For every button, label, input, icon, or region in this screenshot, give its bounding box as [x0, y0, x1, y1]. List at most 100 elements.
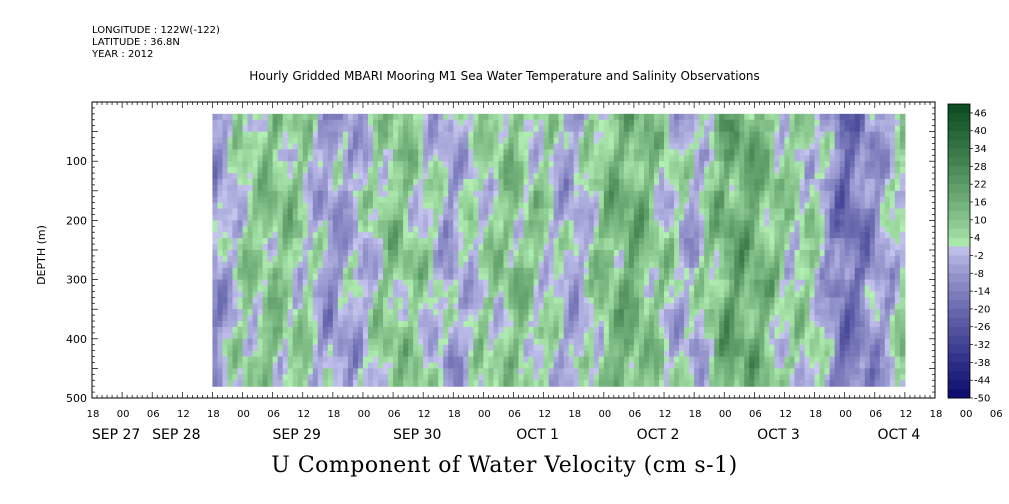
heatmap-cell: [317, 332, 324, 340]
heatmap-cell: [272, 125, 279, 133]
heatmap-cell: [468, 309, 474, 316]
heatmap-cell: [413, 214, 419, 221]
heatmap-cell: [724, 350, 730, 358]
heatmap-cell: [729, 279, 735, 287]
heatmap-cell: [513, 178, 520, 186]
heatmap-cell: [674, 137, 680, 145]
heatmap-cell: [488, 113, 495, 121]
heatmap-cell: [423, 232, 429, 239]
heatmap-cell: [388, 208, 394, 216]
heatmap-cell: [623, 285, 630, 293]
heatmap-cell: [302, 173, 309, 180]
heatmap-cell: [613, 374, 620, 381]
heatmap-cell: [684, 113, 690, 121]
heatmap-cell: [739, 368, 745, 375]
heatmap-cell: [222, 208, 229, 216]
heatmap-cell: [403, 173, 409, 180]
heatmap-cell: [367, 303, 374, 310]
heatmap-cell: [603, 244, 610, 251]
heatmap-cell: [553, 315, 560, 322]
heatmap-cell: [518, 113, 525, 121]
heatmap-cell: [428, 173, 434, 180]
heatmap-cell: [563, 291, 570, 298]
heatmap-cell: [227, 332, 234, 340]
heatmap-cell: [302, 303, 309, 310]
heatmap-cell: [563, 321, 570, 328]
heatmap-cell: [694, 214, 700, 221]
heatmap-cell: [714, 261, 720, 269]
heatmap-cell: [327, 137, 334, 145]
heatmap-cell: [739, 255, 745, 263]
heatmap-cell: [709, 155, 715, 162]
heatmap-cell: [638, 190, 645, 198]
heatmap-cell: [674, 238, 680, 245]
heatmap-cell: [378, 196, 384, 204]
heatmap-cell: [754, 190, 760, 198]
heatmap-cell: [664, 326, 670, 334]
heatmap-cell: [643, 143, 650, 150]
heatmap-cell: [267, 267, 274, 275]
heatmap-cell: [292, 315, 299, 322]
heatmap-cell: [292, 309, 299, 316]
heatmap-cell: [257, 250, 264, 257]
heatmap-cell: [307, 119, 314, 127]
heatmap-cell: [332, 321, 339, 328]
heatmap-cell: [367, 167, 374, 174]
heatmap-cell: [533, 232, 540, 239]
heatmap-cell: [332, 161, 339, 168]
heatmap-cell: [643, 226, 650, 233]
heatmap-cell: [217, 119, 224, 127]
heatmap-cell: [378, 232, 384, 239]
heatmap-cell: [327, 238, 334, 245]
heatmap-cell: [714, 250, 720, 257]
heatmap-cell: [679, 119, 685, 127]
heatmap-cell: [628, 155, 635, 162]
heatmap-cell: [523, 190, 530, 198]
heatmap-cell: [533, 303, 540, 310]
heatmap-cell: [463, 338, 469, 346]
heatmap-cell: [538, 220, 545, 227]
heatmap-cell: [267, 161, 274, 168]
heatmap-cell: [483, 285, 490, 293]
heatmap-cell: [282, 214, 289, 221]
heatmap-cell: [518, 344, 525, 352]
heatmap-cell: [488, 368, 495, 375]
heatmap-cell: [463, 321, 469, 328]
heatmap-cell: [443, 173, 449, 180]
heatmap-cell: [533, 190, 540, 198]
heatmap-cell: [744, 255, 750, 263]
heatmap-cell: [438, 267, 444, 275]
heatmap-cell: [267, 250, 274, 257]
heatmap-cell: [257, 338, 264, 346]
heatmap-cell: [237, 173, 244, 180]
heatmap-cell: [222, 155, 229, 162]
heatmap-cell: [357, 332, 364, 340]
heatmap-cell: [654, 344, 660, 352]
heatmap-cell: [648, 161, 655, 168]
heatmap-cell: [538, 196, 545, 204]
heatmap-cell: [684, 238, 690, 245]
heatmap-cell: [307, 202, 314, 210]
heatmap-cell: [754, 131, 760, 139]
heatmap-cell: [543, 350, 550, 358]
heatmap-cell: [367, 220, 374, 227]
heatmap-cell: [362, 190, 369, 198]
heatmap-cell: [734, 255, 740, 263]
heatmap-cell: [217, 214, 224, 221]
heatmap-cell: [679, 267, 685, 275]
heatmap-cell: [242, 125, 249, 133]
heatmap-cell: [563, 279, 570, 287]
heatmap-cell: [679, 303, 685, 310]
heatmap-cell: [428, 261, 434, 269]
heatmap-cell: [398, 326, 404, 334]
heatmap-cell: [724, 214, 730, 221]
heatmap-cell: [317, 356, 324, 364]
heatmap-cell: [232, 184, 239, 192]
heatmap-cell: [724, 202, 730, 210]
heatmap-cell: [347, 232, 354, 239]
heatmap-cell: [282, 202, 289, 210]
heatmap-cell: [513, 250, 520, 257]
heatmap-cell: [689, 261, 695, 269]
heatmap-cell: [277, 161, 284, 168]
heatmap-cell: [478, 119, 484, 127]
